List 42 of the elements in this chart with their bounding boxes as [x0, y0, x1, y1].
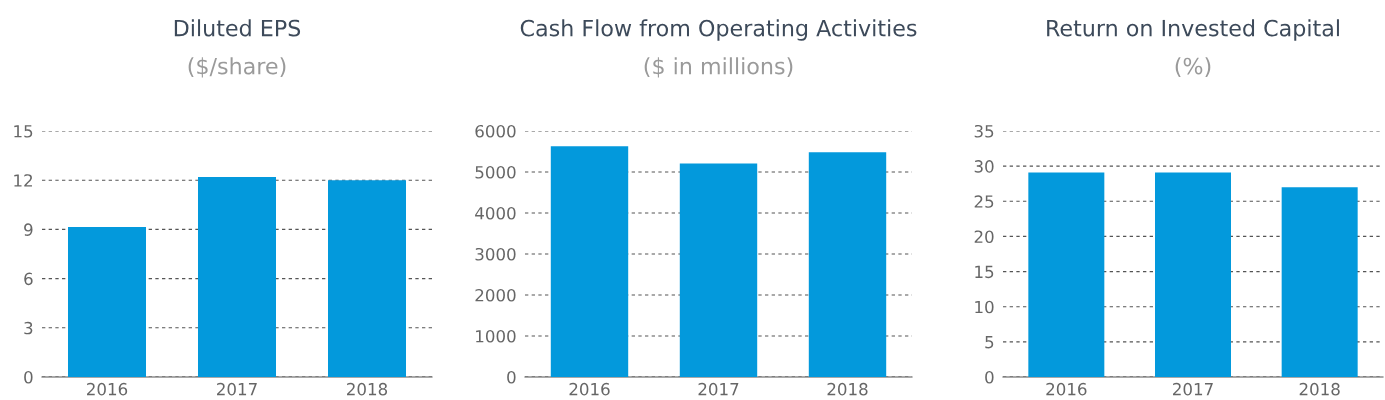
y-tick-label: 1000 [476, 329, 516, 343]
y-tick-label: 3000 [475, 247, 516, 261]
y-tick-label: 15 [14, 125, 33, 138]
y-tick-label: 12 [14, 174, 32, 187]
chart-title: Return on Invested Capital [1047, 19, 1339, 41]
y-tick-label: 5000 [475, 165, 516, 179]
x-tick-label: 2016 [87, 382, 128, 396]
bar [328, 180, 406, 377]
bar [550, 146, 629, 377]
bar [198, 176, 276, 377]
y-tick-label: 15 [975, 265, 994, 279]
x-tick-label: 2018 [1299, 382, 1340, 396]
chart-title: Cash Flow from Operating Activities [520, 19, 917, 41]
chart-subtitle: (%) [1175, 57, 1211, 78]
y-tick-label: 0 [507, 370, 516, 384]
x-tick-label: 2017 [1173, 382, 1213, 396]
chart-subtitle: ($/share) [188, 57, 286, 78]
y-tick-label: 3 [24, 321, 33, 335]
x-tick-label: 2016 [569, 382, 610, 396]
bar [679, 163, 758, 377]
y-tick-label: 25 [974, 195, 994, 208]
y-tick-label: 6 [24, 272, 33, 286]
y-tick-label: 6000 [475, 124, 516, 138]
x-tick-label: 2017 [698, 382, 739, 396]
y-tick-label: 0 [24, 370, 33, 384]
x-tick-label: 2017 [217, 382, 257, 396]
y-tick-label: 20 [974, 230, 994, 243]
y-tick-label: 30 [974, 160, 994, 173]
chart-subtitle: ($ in millions) [644, 57, 793, 78]
y-tick-label: 5 [985, 336, 994, 349]
y-tick-label: 35 [974, 124, 994, 138]
bar [68, 226, 146, 377]
y-tick-label: 9 [24, 223, 33, 236]
y-tick-label: 0 [985, 370, 994, 384]
y-tick-label: 10 [975, 300, 994, 314]
x-tick-label: 2018 [347, 382, 388, 396]
chart-title: Diluted EPS [174, 19, 301, 37]
bar [808, 152, 887, 377]
y-tick-label: 2000 [475, 288, 516, 302]
x-tick-label: 2016 [1046, 382, 1087, 396]
x-tick-label: 2018 [827, 382, 868, 396]
y-tick-label: 4000 [475, 206, 516, 220]
